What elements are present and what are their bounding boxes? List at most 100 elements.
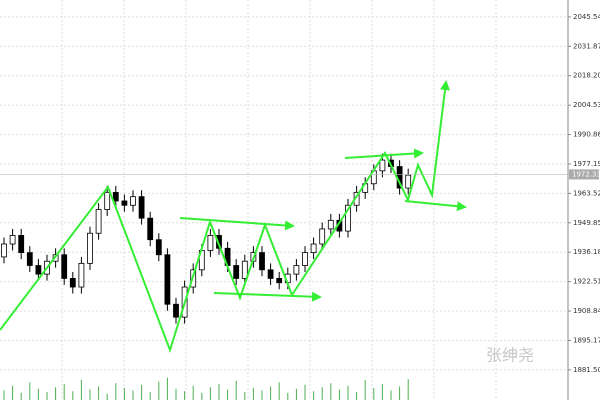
volume-bar xyxy=(261,390,263,400)
candle-body xyxy=(173,303,179,318)
volume-bar xyxy=(338,389,340,400)
volume-bar xyxy=(304,384,306,400)
y-tick-label: 1949.85 xyxy=(573,219,600,227)
vertical-grid xyxy=(61,0,497,400)
candle-body xyxy=(293,265,300,275)
last-price-box xyxy=(569,169,599,180)
candle-body xyxy=(302,252,308,266)
candle-body xyxy=(26,252,33,266)
y-tick-label: 1963.52 xyxy=(573,189,600,197)
candle-body xyxy=(69,278,76,288)
candle-body xyxy=(78,262,85,288)
volume-bar xyxy=(175,388,177,400)
volume-bar xyxy=(278,382,280,400)
volume-bar xyxy=(287,392,289,400)
last-price-label: 1972.33 xyxy=(572,170,600,178)
candle-body xyxy=(276,278,283,284)
y-tick-label: 1895.17 xyxy=(573,336,600,344)
candle-body xyxy=(207,234,214,251)
candle-body xyxy=(1,243,7,258)
volume-bar xyxy=(347,385,349,400)
volume-bar xyxy=(184,391,186,400)
candle-body xyxy=(405,174,412,189)
volume-bar xyxy=(115,383,117,400)
volume-bar xyxy=(313,391,315,400)
candle-body xyxy=(164,254,171,305)
volume-bar xyxy=(98,386,100,400)
volume-bar xyxy=(192,385,194,400)
watermark: 张绅尧 xyxy=(486,346,534,365)
volume-bar xyxy=(252,388,254,400)
volume-bar xyxy=(235,380,237,400)
candle-body xyxy=(216,234,222,249)
volume-bar xyxy=(72,391,74,400)
volume-bar xyxy=(20,392,22,400)
y-tick-label: 1881.50 xyxy=(573,366,600,374)
volume-bar xyxy=(141,384,143,400)
y-tick-label: 2031.87 xyxy=(573,42,600,50)
candle-body xyxy=(267,269,274,279)
volume-bar xyxy=(407,379,409,400)
candle-body xyxy=(9,234,16,245)
candle-body xyxy=(233,265,240,279)
volume-bar xyxy=(330,383,332,400)
candle-body xyxy=(121,200,128,206)
volume-bar xyxy=(390,390,392,400)
volume-bar xyxy=(227,389,229,400)
candle-body xyxy=(18,234,25,254)
y-tick-label: 1922.51 xyxy=(573,278,600,286)
y-tick-label: 1908.84 xyxy=(573,307,600,315)
volume-bar xyxy=(209,387,211,400)
volume-bar xyxy=(356,392,358,400)
candle-body xyxy=(35,265,42,275)
candle-body xyxy=(155,239,162,256)
y-tick-label: 2018.20 xyxy=(573,72,600,80)
candle-body xyxy=(95,209,102,234)
candle-body xyxy=(241,260,248,279)
volume-bar xyxy=(3,390,5,400)
volume-bar xyxy=(149,392,151,400)
candle-body xyxy=(112,191,119,202)
volume-bar xyxy=(270,386,272,400)
y-tick-label: 1936.18 xyxy=(573,248,600,256)
volume-bar xyxy=(321,387,323,400)
candle-body xyxy=(130,196,136,206)
volume-bar xyxy=(132,390,134,400)
candle-body xyxy=(310,243,317,254)
candle-body xyxy=(138,196,145,219)
candle-body xyxy=(327,219,334,230)
volume-bar xyxy=(89,389,91,400)
y-tick-label: 1977.19 xyxy=(573,160,600,168)
volume-bar xyxy=(201,392,203,400)
volume-bar xyxy=(218,384,220,400)
candle-body xyxy=(379,159,386,172)
candle-body xyxy=(104,191,111,210)
volume-bar xyxy=(381,384,383,400)
candle-body xyxy=(319,228,326,245)
volume-bar xyxy=(373,388,375,400)
y-tick-label: 2045.54 xyxy=(573,13,600,21)
volume-bar xyxy=(46,392,48,400)
candle-body xyxy=(259,252,265,271)
volume-bar xyxy=(295,388,297,400)
pattern-annotations xyxy=(0,80,467,354)
volume-bar xyxy=(364,380,366,400)
volume-bar xyxy=(399,386,401,400)
volume-bar xyxy=(123,388,125,400)
y-tick-label: 1990.86 xyxy=(573,131,600,139)
candle-body xyxy=(87,232,93,264)
volume-bar xyxy=(55,387,57,400)
volume-bar xyxy=(166,377,168,400)
volume-bar xyxy=(106,393,108,400)
volume-bar xyxy=(158,381,160,400)
y-tick-label: 2004.53 xyxy=(573,101,600,109)
volume-bar xyxy=(63,384,65,400)
volume-bar xyxy=(12,385,14,400)
volume-bar xyxy=(29,382,31,400)
volume-bar xyxy=(244,392,246,400)
candle-body xyxy=(147,217,154,241)
candle-body xyxy=(345,204,351,232)
volume-bar xyxy=(80,380,82,400)
candle-body xyxy=(61,254,68,279)
